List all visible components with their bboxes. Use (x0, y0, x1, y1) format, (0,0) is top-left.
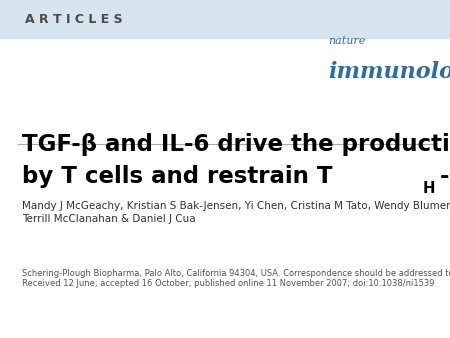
Text: Mandy J McGeachy, Kristian S Bak-Jensen, Yi Chen, Cristina M Tato, Wendy Blumens: Mandy J McGeachy, Kristian S Bak-Jensen,… (22, 201, 450, 211)
Text: -17 cell–mediated pathology: -17 cell–mediated pathology (440, 165, 450, 188)
Text: TGF-β and IL-6 drive the production of IL-17 and IL-10: TGF-β and IL-6 drive the production of I… (22, 133, 450, 156)
Text: Received 12 June; accepted 16 October; published online 11 November 2007; doi:10: Received 12 June; accepted 16 October; p… (22, 279, 434, 288)
FancyBboxPatch shape (0, 0, 450, 39)
Text: immunology: immunology (328, 61, 450, 83)
Text: Schering-Plough Biopharma, Palo Alto, California 94304, USA. Correspondence shou: Schering-Plough Biopharma, Palo Alto, Ca… (22, 269, 450, 278)
Text: A R T I C L E S: A R T I C L E S (25, 13, 122, 26)
Text: nature: nature (328, 35, 366, 46)
Text: H: H (423, 181, 435, 196)
Text: by T cells and restrain T: by T cells and restrain T (22, 165, 332, 188)
Text: Terrill McClanahan & Daniel J Cua: Terrill McClanahan & Daniel J Cua (22, 214, 195, 224)
